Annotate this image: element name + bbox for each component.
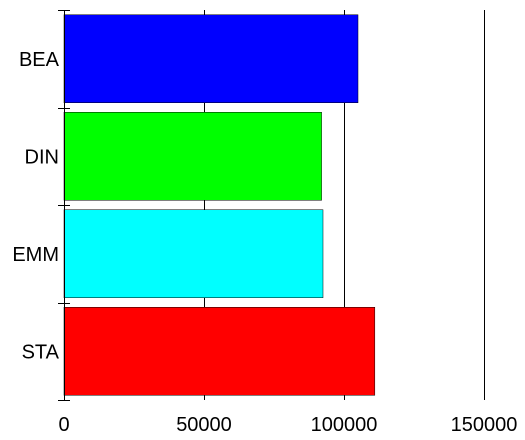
category-labels: BEA DIN EMM STA [12, 49, 59, 364]
category-label-bea: BEA [19, 49, 60, 71]
category-label-sta: STA [22, 341, 60, 363]
x-tick-labels: 0 50000 100000 150000 [58, 414, 517, 436]
bars [63, 14, 376, 396]
bar-sta [63, 307, 376, 396]
x-tick-label-100000: 100000 [311, 414, 378, 436]
bar-din [63, 112, 322, 201]
x-tick-label-0: 0 [58, 414, 69, 436]
x-tick-label-50000: 50000 [176, 414, 232, 436]
category-label-emm: EMM [12, 244, 59, 266]
bar-emm [63, 209, 324, 298]
category-label-din: DIN [25, 146, 59, 168]
bar-bea [63, 14, 359, 103]
x-tick-label-150000: 150000 [451, 414, 518, 436]
y-axis [58, 10, 70, 401]
